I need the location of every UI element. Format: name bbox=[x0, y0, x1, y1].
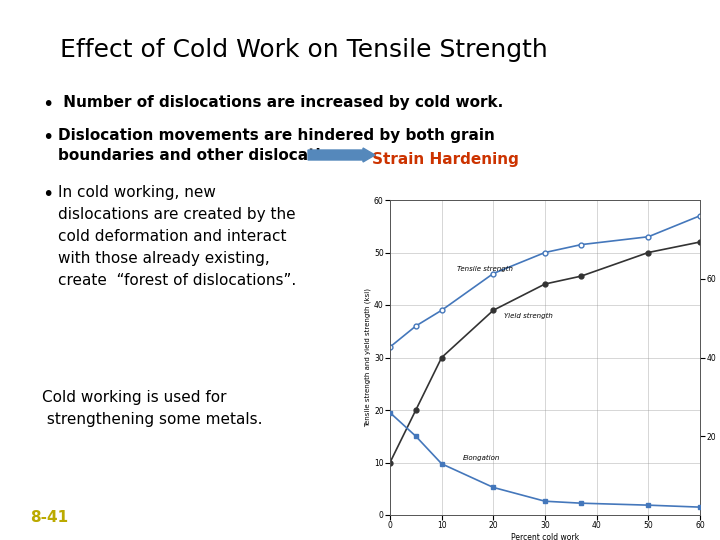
Text: strengthening some metals.: strengthening some metals. bbox=[42, 412, 263, 427]
Text: Number of dislocations are increased by cold work.: Number of dislocations are increased by … bbox=[58, 95, 503, 110]
Text: Yield strength: Yield strength bbox=[504, 313, 552, 319]
Text: create  “forest of dislocations”.: create “forest of dislocations”. bbox=[58, 273, 296, 288]
Text: Effect of Cold Work on Tensile Strength: Effect of Cold Work on Tensile Strength bbox=[60, 38, 548, 62]
Text: Tensile strength: Tensile strength bbox=[457, 266, 513, 272]
Text: 8-41: 8-41 bbox=[30, 510, 68, 525]
Text: •: • bbox=[42, 128, 53, 147]
Text: •: • bbox=[42, 185, 53, 204]
FancyArrow shape bbox=[308, 148, 375, 162]
Text: Strain Hardening: Strain Hardening bbox=[372, 152, 519, 167]
Text: In cold working, new: In cold working, new bbox=[58, 185, 216, 200]
Text: with those already existing,: with those already existing, bbox=[58, 251, 270, 266]
Y-axis label: Tensile strength and yield strength (ksi): Tensile strength and yield strength (ksi… bbox=[365, 288, 372, 427]
Text: •: • bbox=[42, 95, 53, 114]
Text: Dislocation movements are hindered by both grain: Dislocation movements are hindered by bo… bbox=[58, 128, 495, 143]
X-axis label: Percent cold work: Percent cold work bbox=[511, 533, 579, 540]
Text: Elongation: Elongation bbox=[462, 455, 500, 461]
Text: boundaries and other dislocations: boundaries and other dislocations bbox=[58, 148, 351, 163]
Text: cold deformation and interact: cold deformation and interact bbox=[58, 229, 287, 244]
Text: Cold working is used for: Cold working is used for bbox=[42, 390, 227, 405]
Text: dislocations are created by the: dislocations are created by the bbox=[58, 207, 296, 222]
